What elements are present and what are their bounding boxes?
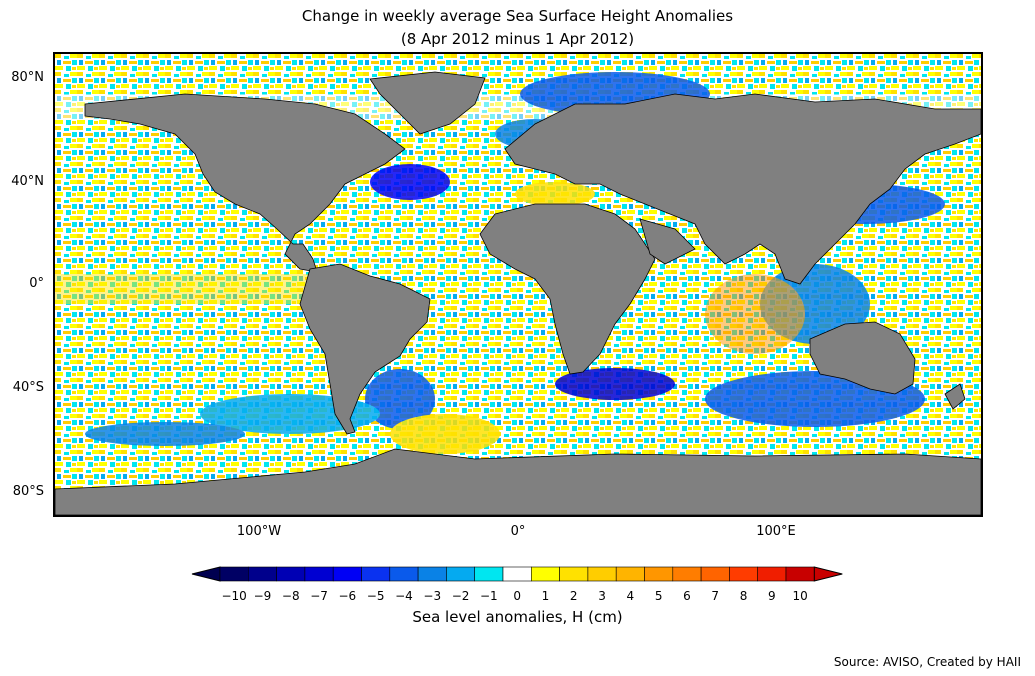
colorbar-segment xyxy=(700,566,730,582)
colorbar-tick-label: 1 xyxy=(541,589,550,603)
colorbar-tick-label: −6 xyxy=(338,589,357,603)
land-masses xyxy=(55,71,981,515)
colorbar-segment xyxy=(587,566,617,582)
colorbar-segment xyxy=(615,566,645,582)
colorbar-under-arrow xyxy=(191,566,221,582)
colorbar-tick-label: 3 xyxy=(598,589,606,603)
lat-label-80n: 80°N xyxy=(11,70,44,85)
colorbar-tick-label: −4 xyxy=(395,589,413,603)
map-subtitle: (8 Apr 2012 minus 1 Apr 2012) xyxy=(400,30,635,48)
colorbar-segment xyxy=(474,566,504,582)
colorbar-segment xyxy=(332,566,362,582)
colorbar-segments xyxy=(191,566,843,582)
map-title: Change in weekly average Sea Surface Hei… xyxy=(301,7,734,25)
lat-label-0: 0° xyxy=(29,276,44,291)
colorbar-over-arrow xyxy=(813,566,843,582)
africa xyxy=(479,203,656,375)
map-frame xyxy=(53,52,983,517)
colorbar-segment xyxy=(276,566,306,582)
colorbar-tick-label: 6 xyxy=(683,589,691,603)
colorbar-segment xyxy=(644,566,674,582)
colorbar-tick-label: −2 xyxy=(451,589,470,603)
colorbar-tick-label: −3 xyxy=(423,589,442,603)
colorbar-tick-label: −9 xyxy=(253,589,272,603)
arabian-peninsula xyxy=(639,218,696,265)
lat-label-40n: 40°N xyxy=(11,174,44,189)
antarctica xyxy=(55,448,981,515)
colorbar-tick-label: −10 xyxy=(221,589,247,603)
lon-label-100e: 100°E xyxy=(756,524,796,539)
colorbar-tick-label: −8 xyxy=(281,589,300,603)
colorbar-segment xyxy=(502,566,532,582)
new-zealand xyxy=(944,383,966,410)
colorbar-tick-label: −1 xyxy=(479,589,498,603)
colorbar-segment xyxy=(559,566,589,582)
europe-asia xyxy=(504,93,981,285)
lat-label-80s: 80°S xyxy=(12,484,44,499)
colorbar-segment xyxy=(304,566,334,582)
colorbar-tick-label: 2 xyxy=(569,589,578,603)
colorbar-segment xyxy=(389,566,419,582)
colorbar-segment xyxy=(248,566,277,582)
colorbar-segment xyxy=(530,566,560,582)
colorbar-tick-label: 0 xyxy=(513,589,521,603)
colorbar-tick-label: −5 xyxy=(366,589,385,603)
lon-label-100w: 100°W xyxy=(236,524,282,539)
colorbar-segment xyxy=(785,566,815,582)
colorbar-tick-label: 8 xyxy=(739,589,748,603)
south-america xyxy=(299,263,431,435)
colorbar-segment xyxy=(417,566,447,582)
colorbar-tick-label: 9 xyxy=(768,589,776,603)
colorbar-segment xyxy=(446,566,475,582)
colorbar-tick-label: 10 xyxy=(792,589,808,603)
greenland xyxy=(369,71,486,135)
lat-label-40s: 40°S xyxy=(12,380,44,395)
source-note: Source: AVISO, Created by HAII xyxy=(833,655,1021,669)
world-map xyxy=(55,54,981,515)
colorbar-segment xyxy=(361,566,391,582)
colorbar-segment xyxy=(729,566,759,582)
australia xyxy=(809,321,916,395)
lon-label-0: 0° xyxy=(510,524,526,539)
colorbar-tick-label: 5 xyxy=(654,589,663,603)
colorbar-segment xyxy=(757,566,787,582)
north-america xyxy=(84,93,406,273)
colorbar-segment xyxy=(672,566,702,582)
colorbar-label: Sea level anomalies, H (cm) xyxy=(412,608,623,626)
colorbar-segment xyxy=(219,566,249,582)
colorbar-tick-label: 4 xyxy=(626,589,635,603)
colorbar-tick-label: −7 xyxy=(310,589,328,603)
colorbar-tick-label: 7 xyxy=(711,589,720,603)
